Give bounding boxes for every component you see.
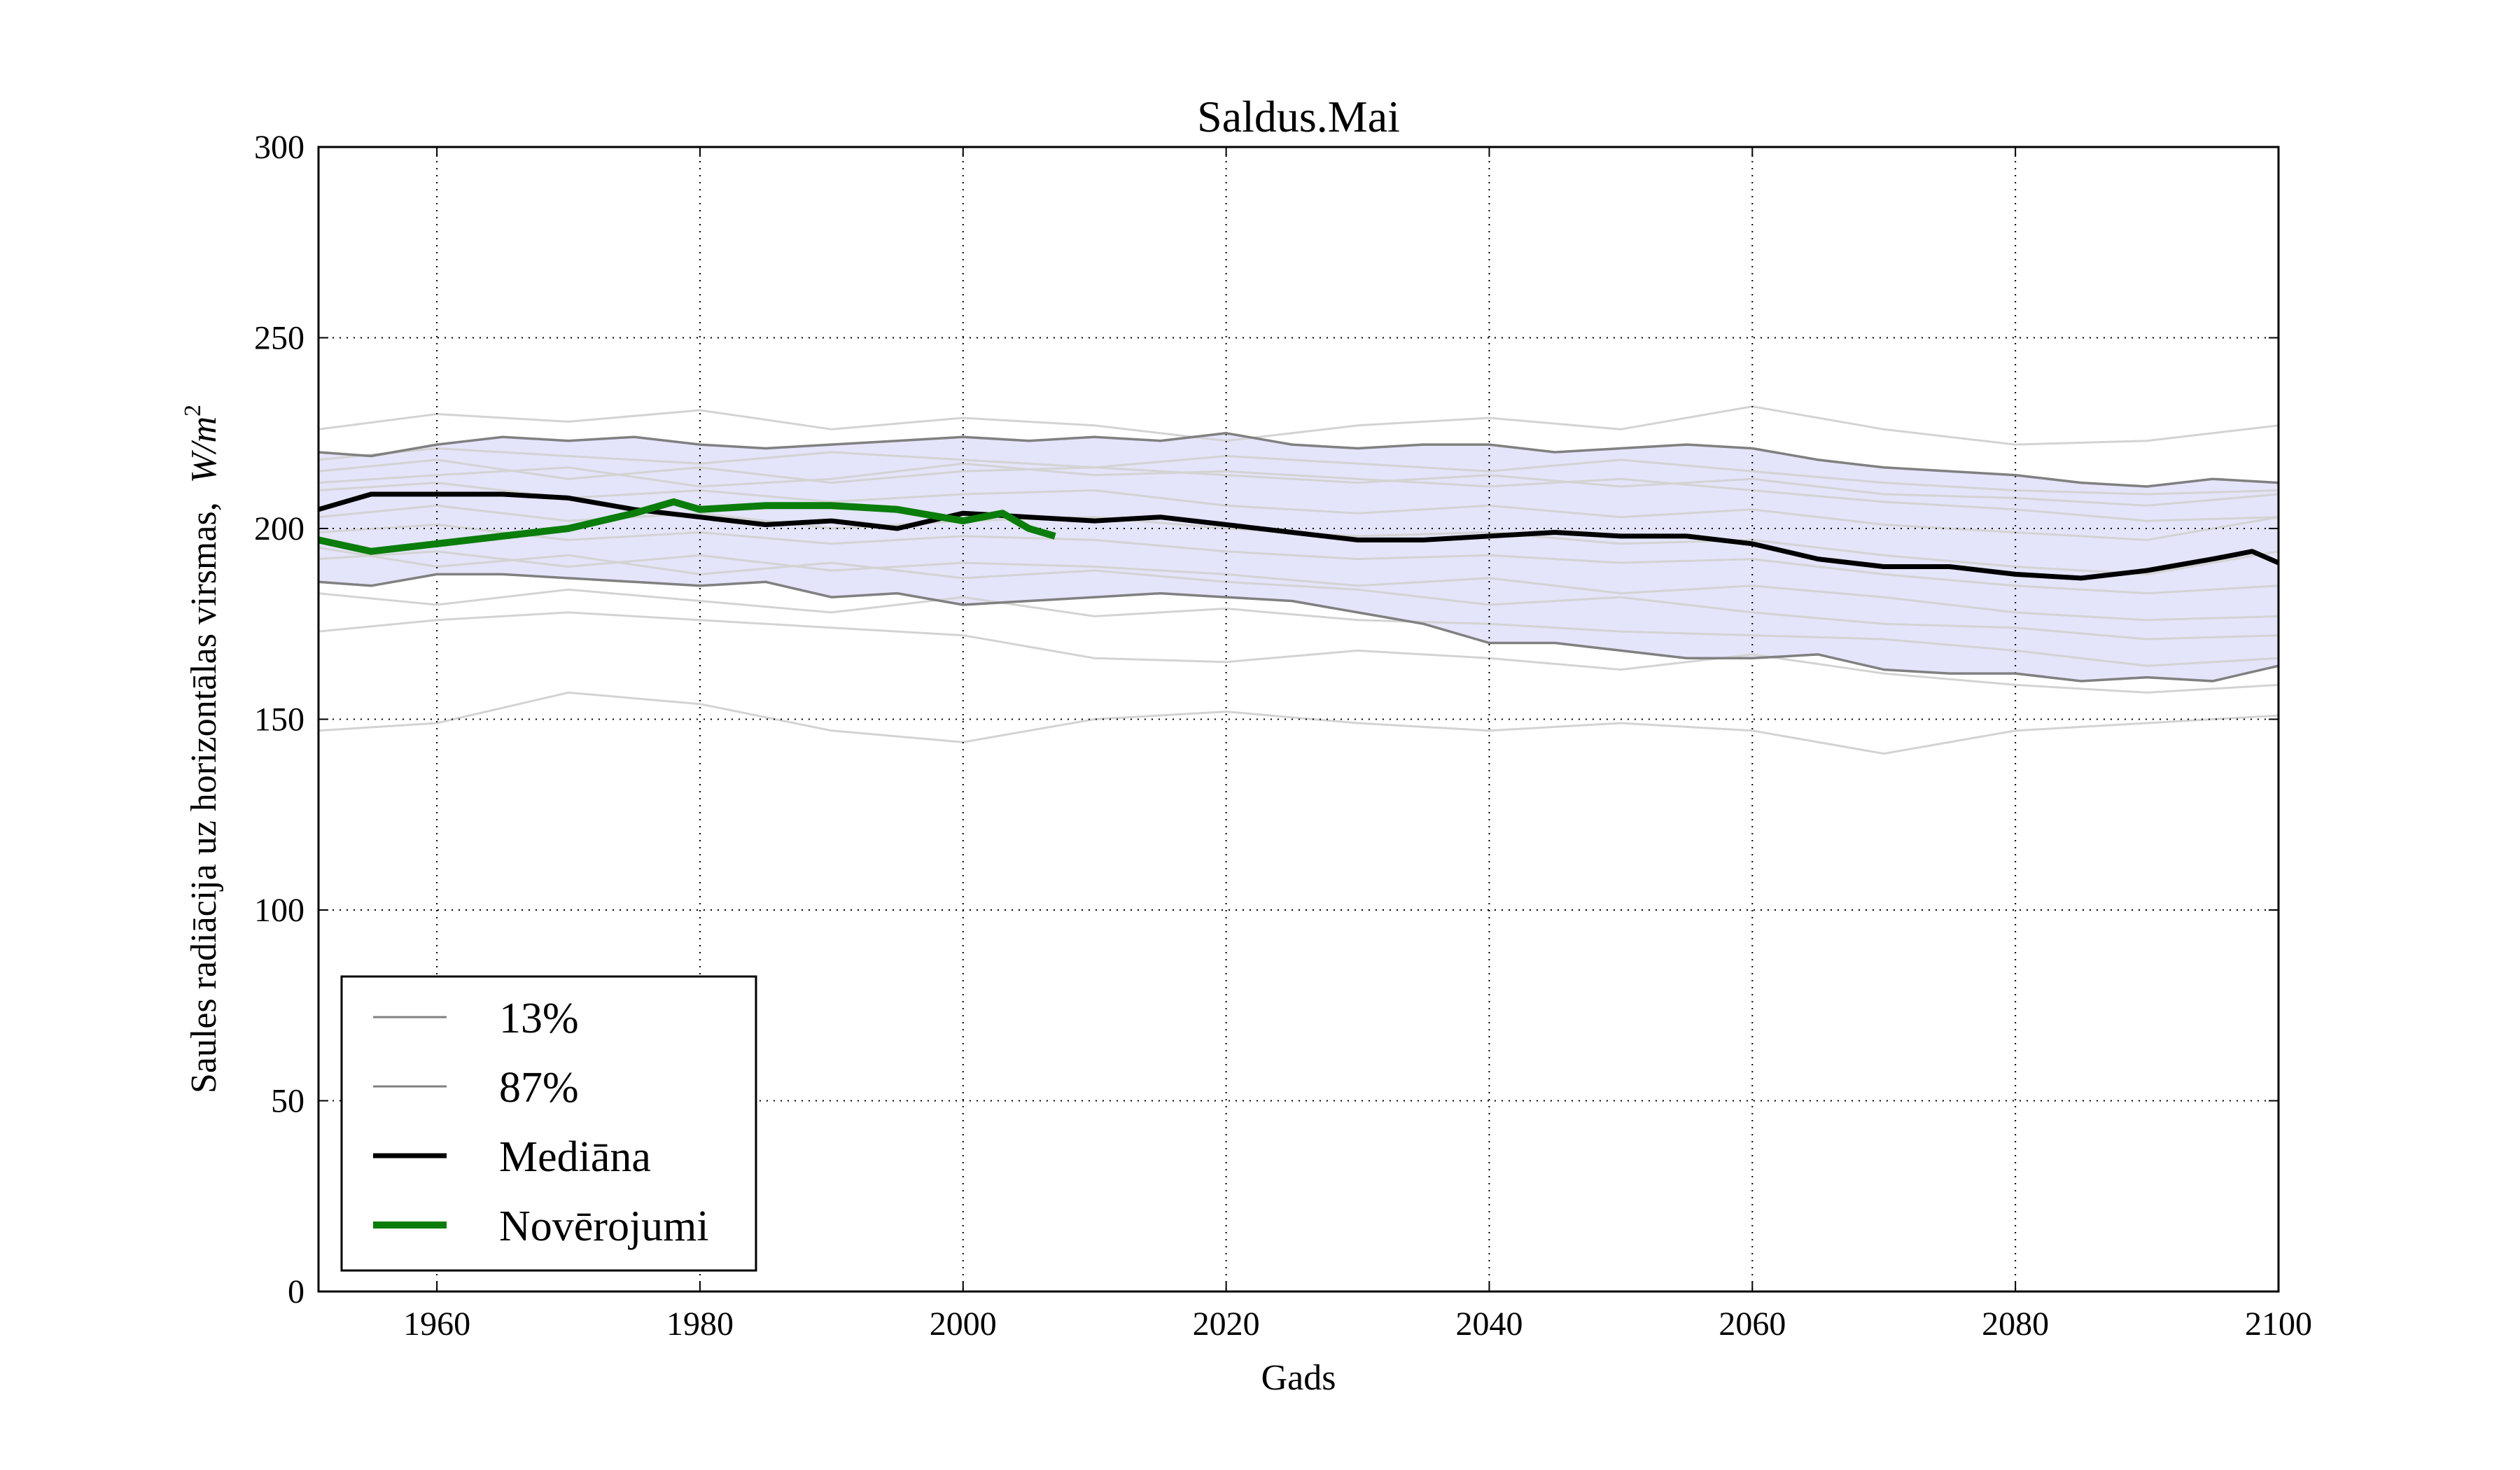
x-axis-title: Gads bbox=[1261, 1358, 1336, 1398]
x-tick-label-1980: 1980 bbox=[666, 1306, 734, 1343]
y-tick-label-100: 100 bbox=[254, 892, 304, 929]
plot-area bbox=[317, 147, 2280, 1292]
y-tick-label-0: 0 bbox=[288, 1273, 304, 1310]
ensemble-line-3 bbox=[318, 405, 2279, 446]
y-axis-title: Saules radiācija uz horizontālas virsmas… bbox=[180, 405, 224, 1093]
x-tick-label-2060: 2060 bbox=[1718, 1306, 1786, 1343]
series-layer bbox=[317, 432, 2280, 682]
legend: 13% 87% Mediāna Novērojumi bbox=[340, 975, 757, 1272]
y-axis-title-unit-exponent: 2 bbox=[180, 405, 206, 416]
percentile-band-layer bbox=[318, 433, 2278, 681]
grid-layer bbox=[318, 147, 2278, 1292]
ensemble-line-11 bbox=[318, 588, 2279, 667]
ensemble-line-2 bbox=[318, 611, 2279, 694]
y-tick-label-50: 50 bbox=[271, 1083, 304, 1120]
x-tick-label-1960: 1960 bbox=[403, 1306, 470, 1343]
y-tick-label-200: 200 bbox=[254, 510, 304, 547]
ensemble-line-8 bbox=[318, 546, 2279, 640]
ensemble-line-10 bbox=[318, 462, 2279, 522]
legend-label-2: 87% bbox=[499, 1064, 579, 1112]
chart-title: Saldus.Mai bbox=[1197, 92, 1400, 141]
y-tick-label-150: 150 bbox=[254, 701, 304, 738]
ensemble-line-7 bbox=[318, 550, 2279, 622]
legend-label-4: Novērojumi bbox=[499, 1203, 709, 1250]
series-13-percent bbox=[318, 573, 2279, 682]
x-tick-label-2020: 2020 bbox=[1193, 1306, 1260, 1343]
percentile-band bbox=[318, 433, 2278, 681]
x-tick-label-2000: 2000 bbox=[930, 1306, 997, 1343]
series-87-percent bbox=[318, 432, 2279, 488]
ensemble-line-6 bbox=[318, 523, 2279, 595]
x-tick-label-2100: 2100 bbox=[2245, 1306, 2312, 1343]
legend-label-1: 13% bbox=[499, 995, 579, 1042]
ensemble-line-12 bbox=[318, 447, 2279, 496]
x-tick-label-2080: 2080 bbox=[1982, 1306, 2049, 1343]
series-observations bbox=[317, 498, 1056, 555]
ticks-layer: 1960 1980 2000 2020 2040 2060 2080 2100 0 50 100 15… bbox=[254, 129, 2312, 1343]
ensemble-line-1 bbox=[318, 691, 2279, 755]
y-tick-label-250: 250 bbox=[254, 320, 304, 357]
y-axis-title-text: Saules radiācija uz horizontālas virsmas… bbox=[184, 502, 224, 1093]
y-tick-label-300: 300 bbox=[254, 129, 304, 166]
x-tick-label-2040: 2040 bbox=[1455, 1306, 1522, 1343]
legend-label-3: Mediāna bbox=[499, 1133, 651, 1181]
ensemble-line-4 bbox=[318, 458, 2279, 507]
y-axis-title-unit: W/m bbox=[184, 416, 224, 483]
